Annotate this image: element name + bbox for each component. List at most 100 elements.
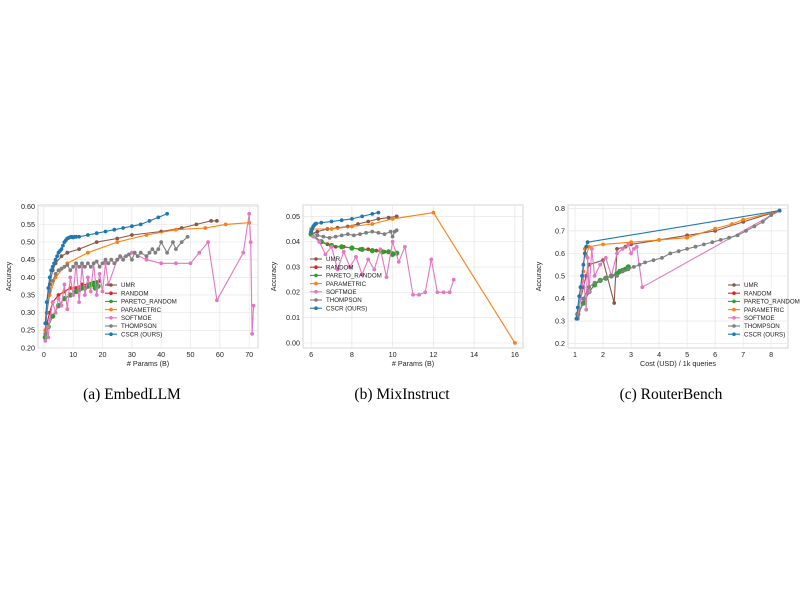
data-point-softmoe	[50, 300, 55, 304]
data-point-parametric	[174, 227, 178, 232]
y-axis-label: Accuracy	[534, 261, 543, 291]
data-point-cscr-ours	[94, 231, 99, 236]
data-point-thompson	[651, 258, 656, 263]
legend-entry: PARAMETRIC	[326, 281, 367, 288]
data-point-softmoe	[592, 274, 597, 278]
x-tick-label: 4	[657, 350, 661, 359]
data-point-pareto-random	[359, 246, 365, 252]
x-tick-label: 10	[389, 350, 397, 359]
data-point-softmoe	[317, 239, 322, 244]
legend-marker	[314, 265, 318, 270]
data-point-softmoe	[429, 257, 434, 262]
data-point-softmoe	[632, 247, 636, 251]
data-point-thompson	[126, 252, 131, 257]
data-point-pareto-random	[390, 251, 396, 257]
data-point-parametric	[629, 240, 633, 245]
data-point-thompson	[769, 213, 774, 218]
data-point-thompson	[147, 250, 152, 255]
y-tick-label: 0.3	[555, 316, 565, 325]
data-point-parametric	[390, 217, 395, 221]
legend-marker	[314, 298, 318, 302]
data-point-thompson	[632, 265, 636, 269]
data-point-umr	[366, 219, 371, 224]
data-point-softmoe	[589, 247, 594, 251]
data-point-umr	[94, 240, 99, 245]
y-axis-label: Accuracy	[269, 261, 278, 291]
legend-marker	[732, 307, 736, 312]
series-line-softmoe	[312, 236, 455, 296]
legend-entry: RANDOM	[121, 290, 149, 297]
chart-panel-1: 0 10 20 30 40 50 60 70 0.20 0.25 0.30 0.35 0.40 0.45 0…	[4, 202, 259, 403]
legend-entry: CSCR (OURS)	[326, 305, 367, 312]
y-tick-label: 0.45	[21, 255, 35, 264]
panel-caption: (a) EmbedLLM	[83, 386, 181, 403]
data-point-thompson	[156, 247, 161, 252]
y-tick-label: 0.40	[21, 273, 35, 282]
data-point-softmoe	[206, 240, 211, 245]
data-point-softmoe	[603, 256, 608, 260]
data-point-softmoe	[411, 292, 415, 297]
y-tick-label: 0.00	[286, 338, 300, 347]
data-point-parametric	[513, 341, 517, 345]
data-point-softmoe	[53, 310, 58, 315]
data-point-softmoe	[423, 290, 428, 295]
y-tick-label: 0.50	[21, 237, 35, 246]
data-point-thompson	[668, 251, 673, 256]
legend-marker	[109, 291, 113, 296]
legend-marker	[732, 291, 736, 296]
data-point-thompson	[103, 257, 108, 262]
data-point-umr	[356, 222, 360, 226]
data-point-softmoe	[360, 272, 364, 277]
data-point-thompson	[106, 261, 111, 266]
x-tick-label: 50	[187, 350, 195, 359]
y-tick-label: 0.5	[555, 271, 565, 280]
data-point-thompson	[626, 267, 631, 272]
data-point-cscr-ours	[584, 244, 589, 249]
y-tick-label: 0.60	[21, 202, 35, 211]
legend-marker	[732, 316, 736, 320]
data-point-umr	[386, 215, 391, 220]
legend-entry: THOMPSON	[121, 323, 157, 330]
data-point-thompson	[80, 261, 84, 266]
data-point-softmoe	[215, 298, 219, 303]
data-point-softmoe	[62, 282, 67, 287]
data-point-softmoe	[86, 275, 90, 280]
legend-entry: RANDOM	[326, 264, 354, 271]
data-point-thompson	[62, 264, 67, 269]
data-point-cscr-ours	[49, 268, 54, 273]
data-point-parametric	[730, 222, 734, 227]
data-point-softmoe	[188, 261, 193, 266]
data-point-thompson	[71, 264, 76, 269]
data-point-thompson	[727, 235, 731, 240]
data-point-softmoe	[94, 293, 99, 297]
data-point-cscr-ours	[121, 226, 125, 230]
data-point-thompson	[91, 261, 96, 266]
data-point-softmoe	[130, 250, 134, 255]
data-point-thompson	[394, 228, 399, 233]
data-point-thompson	[109, 257, 114, 262]
data-point-softmoe	[159, 261, 164, 266]
data-point-cscr-ours	[147, 219, 152, 223]
data-point-thompson	[47, 289, 52, 294]
data-point-thompson	[315, 233, 320, 238]
data-point-softmoe	[59, 303, 64, 308]
data-point-thompson	[376, 230, 381, 235]
data-point-parametric	[86, 250, 90, 255]
data-point-softmoe	[56, 296, 61, 301]
data-point-softmoe	[615, 251, 619, 256]
legend-entry: SOFTMOE	[744, 315, 775, 322]
x-tick-label: 6	[713, 350, 717, 359]
data-point-softmoe	[88, 289, 93, 294]
data-point-parametric	[203, 226, 208, 230]
legend-marker	[109, 332, 113, 337]
data-point-umr	[394, 214, 399, 219]
data-point-umr	[315, 229, 320, 234]
y-tick-label: 0.25	[21, 326, 35, 335]
x-tick-label: 60	[216, 350, 224, 359]
data-point-pareto-random	[386, 249, 392, 255]
data-point-softmoe	[197, 250, 202, 255]
data-point-softmoe	[435, 290, 440, 295]
